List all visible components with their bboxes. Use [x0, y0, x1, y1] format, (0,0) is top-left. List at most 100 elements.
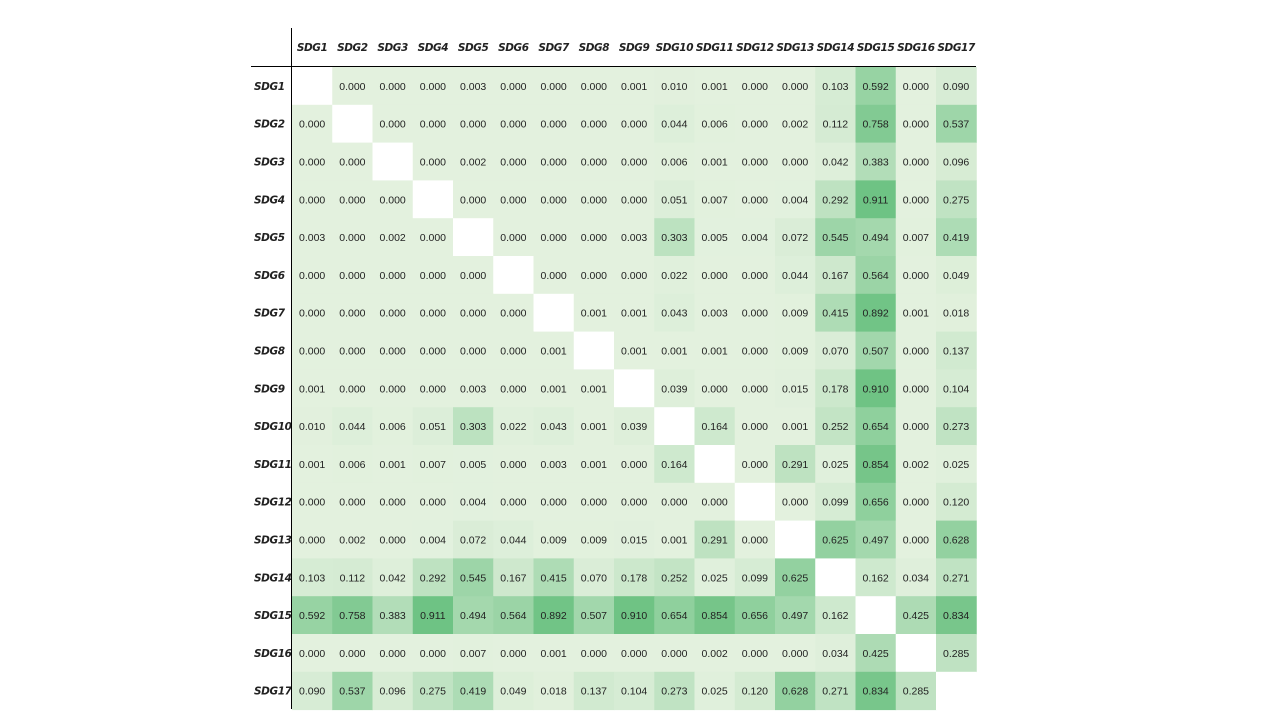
heatmap-cell [573, 671, 615, 711]
heatmap-cell [412, 256, 454, 295]
cell-value-label: 0.090 [943, 81, 969, 93]
heatmap-cell [533, 369, 575, 408]
cell-value-label: 0.051 [420, 421, 446, 433]
cell-value-label: 0.000 [782, 81, 808, 93]
heatmap-cell [936, 482, 977, 522]
cell-value-label: 0.654 [661, 610, 687, 622]
cell-value-label: 0.000 [540, 497, 566, 509]
cell-value-label: 0.000 [742, 119, 768, 131]
cell-value-label: 0.007 [420, 459, 446, 471]
heatmap-cell [332, 520, 373, 559]
heatmap-cell [895, 369, 937, 408]
heatmap-cell [936, 256, 977, 295]
column-label: SDG14 [817, 42, 855, 54]
heatmap-cell [734, 67, 776, 106]
heatmap-cell [412, 407, 454, 446]
cell-value-label: 0.099 [742, 572, 768, 584]
cell-value-label: 0.000 [299, 194, 325, 206]
cell-value-label: 0.001 [782, 421, 808, 433]
cell-value-label: 0.137 [943, 346, 969, 358]
heatmap-cell [614, 671, 655, 711]
column-label: SDG1 [297, 42, 328, 54]
heatmap-cell [734, 407, 776, 446]
heatmap-cell [292, 67, 333, 106]
heatmap-cell [533, 558, 575, 597]
cell-value-label: 0.049 [500, 686, 526, 698]
cell-value-label: 0.009 [581, 535, 607, 547]
heatmap-cell [734, 331, 776, 370]
cell-value-label: 0.025 [701, 572, 727, 584]
heatmap-cell [775, 482, 816, 522]
heatmap-cell [332, 180, 373, 219]
cell-value-label: 0.000 [621, 157, 647, 169]
heatmap-cell [775, 407, 816, 446]
cell-value-label: 0.507 [581, 610, 607, 622]
heatmap-cell [614, 67, 655, 106]
heatmap-cell [453, 67, 494, 106]
heatmap-cell [936, 180, 977, 219]
cell-value-label: 0.628 [782, 686, 808, 698]
cell-value-label: 0.009 [782, 346, 808, 358]
heatmap-cell [815, 596, 856, 635]
cell-value-label: 0.000 [742, 535, 768, 547]
heatmap-cell [855, 142, 897, 181]
cell-value-label: 0.000 [460, 308, 486, 320]
heatmap-cell [815, 520, 856, 559]
heatmap-cell [573, 180, 615, 219]
cell-value-label: 0.000 [299, 270, 325, 282]
cell-value-label: 0.001 [299, 459, 325, 471]
cell-value-label: 0.425 [862, 648, 888, 660]
cell-value-label: 0.004 [460, 497, 486, 509]
heatmap-cell [936, 596, 977, 635]
cell-value-label: 0.758 [339, 610, 365, 622]
heatmap-cell [815, 256, 856, 295]
heatmap-cell [654, 180, 695, 219]
cell-value-label: 0.000 [500, 459, 526, 471]
cell-value-label: 0.000 [379, 194, 405, 206]
heatmap-cell [372, 331, 414, 370]
heatmap-cell [493, 256, 534, 295]
cell-value-label: 0.545 [822, 232, 848, 244]
heatmap-cell [573, 596, 615, 635]
cell-value-label: 0.000 [540, 157, 566, 169]
heatmap-cell [775, 293, 816, 333]
heatmap-cell [734, 558, 776, 597]
cell-value-label: 0.002 [460, 157, 486, 169]
cell-value-label: 0.507 [862, 346, 888, 358]
heatmap-cell [493, 180, 534, 219]
heatmap-cell [372, 445, 414, 484]
cell-value-label: 0.000 [903, 421, 929, 433]
cell-value-label: 0.003 [299, 232, 325, 244]
cell-value-label: 0.044 [661, 119, 687, 131]
cell-value-label: 0.758 [862, 119, 888, 131]
cell-value-label: 0.002 [379, 232, 405, 244]
heatmap-cell [734, 634, 776, 673]
cell-value-label: 0.103 [822, 81, 848, 93]
heatmap-cell [654, 634, 695, 673]
cell-value-label: 0.034 [903, 572, 929, 584]
cell-value-label: 0.001 [903, 308, 929, 320]
heatmap-cell [533, 445, 575, 484]
cell-value-label: 0.497 [782, 610, 808, 622]
row-label: SDG12 [254, 497, 292, 509]
cell-value-label: 0.000 [742, 421, 768, 433]
cell-value-label: 0.164 [661, 459, 687, 471]
cell-value-label: 0.000 [379, 497, 405, 509]
cell-value-label: 0.000 [581, 497, 607, 509]
cell-value-label: 0.000 [621, 497, 647, 509]
heatmap-cell [372, 596, 414, 635]
heatmap-cell [573, 104, 615, 144]
heatmap-cell [533, 596, 575, 635]
cell-value-label: 0.072 [782, 232, 808, 244]
cell-value-label: 0.000 [903, 270, 929, 282]
cell-value-label: 0.271 [822, 686, 848, 698]
heatmap-cell [855, 256, 897, 295]
cell-value-label: 0.000 [339, 497, 365, 509]
cell-value-label: 0.015 [782, 383, 808, 395]
heatmap-cell [855, 331, 897, 370]
cell-value-label: 0.000 [661, 648, 687, 660]
cell-value-label: 0.000 [500, 346, 526, 358]
cell-value-label: 0.252 [661, 572, 687, 584]
cell-value-label: 0.564 [500, 610, 526, 622]
cell-value-label: 0.000 [460, 346, 486, 358]
